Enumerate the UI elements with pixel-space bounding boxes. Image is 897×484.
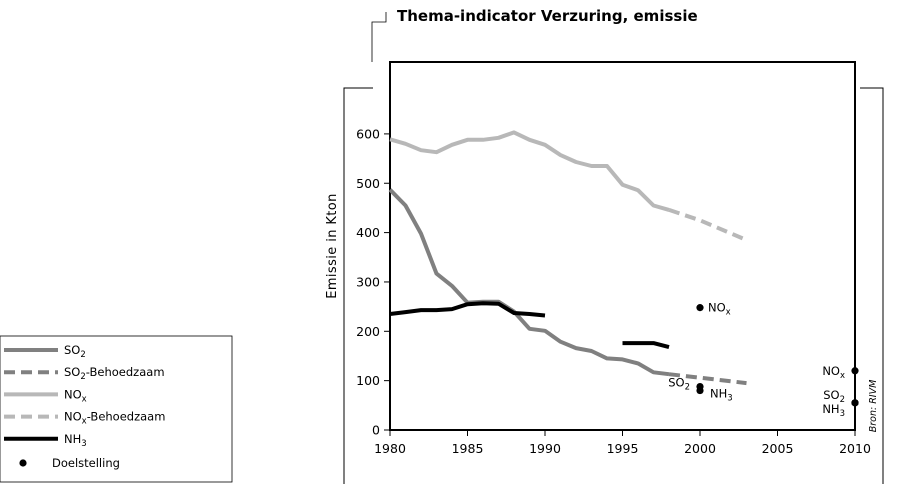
x-tick-label: 2010 [839, 441, 871, 456]
y-tick-label: 300 [356, 274, 380, 289]
outer-frame-right [860, 87, 884, 484]
series-line-so2 [388, 188, 670, 377]
target-label: NOx [708, 301, 731, 318]
target-label: SO2 [823, 388, 845, 405]
legend-label-nox_behoedzaam: NOx-Behoedzaam [64, 410, 165, 427]
target-point [851, 367, 859, 375]
x-tick-label: 1980 [374, 441, 406, 456]
y-tick-label: 0 [372, 423, 380, 438]
series-line-nox [389, 130, 670, 212]
target-label: NH3 [822, 402, 845, 419]
chart-title: Thema-indicator Verzuring, emissie [397, 7, 698, 25]
x-tick-label: 1995 [607, 441, 639, 456]
x-tick-label: 2005 [762, 441, 794, 456]
y-tick-label: 600 [356, 126, 380, 141]
outer-frame-left [343, 87, 373, 484]
y-tick-label: 400 [356, 225, 380, 240]
y-axis-ticks: 0 100 200 300 400 500 600 [356, 126, 390, 438]
x-axis-ticks: 1980 1985 1990 1995 2000 2005 2010 [374, 430, 871, 456]
y-tick-label: 100 [356, 373, 380, 388]
legend-box [0, 335, 233, 483]
legend-label-nh3: NH3 [64, 432, 87, 449]
x-tick-label: 1985 [452, 441, 484, 456]
legend: SO2 SO2-Behoedzaam NOx NOx-Behoedzaam NH3 Doe… [4, 343, 165, 470]
series-line-nh3 [389, 301, 546, 318]
series-line-nh3 [622, 341, 670, 350]
target-label: NH3 [710, 387, 733, 404]
series-layer [388, 130, 748, 386]
legend-label-nox: NOx [64, 387, 87, 404]
legend-label-target: Doelstelling [52, 456, 120, 470]
x-tick-label: 1990 [529, 441, 561, 456]
y-tick-label: 500 [356, 176, 380, 191]
target-label: NOx [822, 364, 845, 381]
legend-label-so2_behoedzaam: SO2-Behoedzaam [64, 365, 165, 382]
x-tick-label: 2000 [684, 441, 716, 456]
target-point [696, 304, 704, 312]
y-axis-label: Emissie in Kton [325, 193, 340, 299]
title-bracket [371, 12, 387, 62]
series-line-so2_behoedzaam [668, 372, 747, 386]
legend-swatch-target [19, 459, 27, 467]
target-label: SO2 [668, 376, 690, 393]
source-label: Bron: RIVM [868, 380, 879, 433]
target-point [851, 399, 859, 407]
target-point [696, 386, 704, 395]
series-line-nox_behoedzaam [668, 208, 748, 242]
plot-frame [389, 61, 856, 431]
y-tick-label: 200 [356, 324, 380, 339]
legend-label-so2: SO2 [64, 343, 86, 360]
